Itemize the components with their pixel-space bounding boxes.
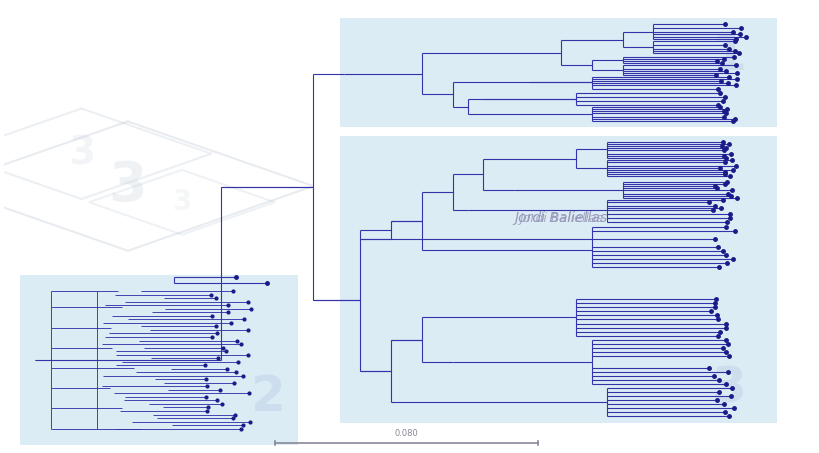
Text: 2: 2 [251,372,286,420]
Text: 0.080: 0.080 [394,429,418,438]
Text: 1: 1 [711,33,745,81]
Text: 3: 3 [711,365,745,412]
Text: 3: 3 [108,159,147,213]
Bar [340,135,776,423]
Text: Jordi Baliellas: Jordi Baliellas [514,212,607,226]
Bar [20,275,297,445]
Bar [340,18,776,127]
Text: 3: 3 [172,188,192,216]
Text: 3: 3 [68,135,95,173]
Text: Jordi Baliellas: Jordi Baliellas [518,212,602,225]
